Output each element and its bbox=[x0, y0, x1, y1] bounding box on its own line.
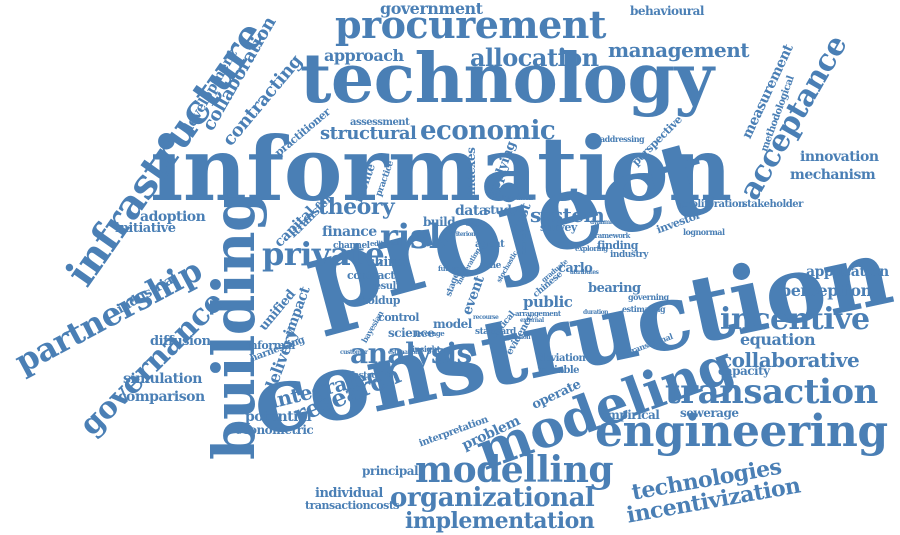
cloud-word-capacity: capacity bbox=[718, 364, 770, 378]
cloud-word-channel: channel bbox=[333, 241, 370, 251]
cloud-word-governing: governing bbox=[628, 292, 669, 302]
cloud-word-economic: economic bbox=[420, 116, 556, 146]
cloud-word-duration: duration bbox=[583, 309, 609, 316]
cloud-word-allocation: allocation bbox=[470, 43, 599, 72]
cloud-word-supply: supply bbox=[466, 221, 485, 228]
cloud-word-indexes: indexes bbox=[464, 147, 478, 195]
cloud-word-survey: survey bbox=[540, 221, 577, 234]
cloud-word-risk: risk bbox=[380, 217, 452, 257]
cloud-word-time: time bbox=[480, 261, 501, 271]
cloud-word-control: control bbox=[378, 311, 419, 324]
cloud-word-estimating: estimating bbox=[622, 304, 666, 314]
cloud-word-adoption: adoption bbox=[140, 209, 206, 225]
cloud-word-science: science bbox=[388, 326, 435, 340]
cloud-word-arrangement: arrangement bbox=[515, 309, 561, 318]
cloud-word-theory: theory bbox=[318, 194, 395, 220]
cloud-word-future: future bbox=[438, 264, 460, 273]
cloud-word-transactioncosts: transactioncosts bbox=[305, 499, 400, 512]
cloud-word-principal: principal bbox=[362, 464, 419, 478]
cloud-word-estimation: estimation bbox=[388, 349, 419, 356]
cloud-word-hypothesis: hypothesis bbox=[502, 195, 534, 202]
cloud-word-organizational: organizational bbox=[390, 483, 595, 513]
cloud-word-finance: finance bbox=[322, 224, 377, 240]
cloud-word-contract: contract bbox=[347, 269, 395, 282]
cloud-word-modelling: modelling bbox=[415, 449, 614, 491]
cloud-word-mechanism: mechanism bbox=[790, 167, 876, 183]
cloud-word-sewerage: sewerage bbox=[680, 406, 739, 420]
cloud-word-private: private bbox=[262, 235, 385, 273]
cloud-word-procurement: procurement bbox=[335, 2, 606, 47]
cloud-word-individual: individual bbox=[315, 486, 383, 501]
cloud-word-regulation: regulation bbox=[500, 334, 531, 341]
cloud-word-application: application bbox=[806, 264, 889, 280]
cloud-word-structural: structural bbox=[320, 123, 417, 144]
cloud-word-transaction: transaction bbox=[665, 372, 878, 412]
cloud-word-model: model bbox=[433, 317, 472, 331]
cloud-word-editorial: editorial bbox=[370, 239, 399, 248]
cloud-word-perception: perception bbox=[780, 281, 872, 300]
cloud-word-study: study bbox=[484, 203, 518, 217]
cloud-word-insight: insight bbox=[412, 344, 441, 354]
cloud-word-framework: framework bbox=[592, 231, 630, 240]
cloud-word-criterion: criterion bbox=[450, 231, 476, 238]
cloud-word-stakeholder: stakeholder bbox=[742, 199, 803, 210]
cloud-word-leverage: leverage bbox=[415, 329, 445, 338]
cloud-word-information: information bbox=[150, 117, 732, 221]
cloud-word-innovation: innovation bbox=[800, 149, 879, 165]
cloud-word-diffusion: diffusion bbox=[150, 334, 211, 349]
cloud-word-result: result bbox=[370, 281, 400, 292]
cloud-word-government: government bbox=[380, 0, 483, 18]
cloud-word-equation: equation bbox=[740, 330, 816, 349]
cloud-word-variable: variable bbox=[538, 365, 580, 376]
cloud-word-public: public bbox=[523, 293, 573, 311]
cloud-word-system: system bbox=[530, 203, 605, 227]
cloud-word-proliferation: proliferation bbox=[680, 199, 745, 210]
cloud-word-engineering: engineering bbox=[595, 406, 888, 457]
cloud-word-implementation: implementation bbox=[405, 508, 595, 534]
cloud-word-industry: industry bbox=[610, 250, 649, 260]
cloud-word-data: data bbox=[455, 203, 488, 219]
cloud-word-cooperation: cooperation bbox=[519, 213, 528, 255]
cloud-word-econometric: econometric bbox=[235, 423, 314, 437]
cloud-word-recourse: recourse bbox=[473, 314, 499, 321]
cloud-word-bearing: bearing bbox=[588, 281, 641, 296]
cloud-word-informal: informal bbox=[246, 339, 296, 352]
cloud-word-customer: customer bbox=[340, 349, 368, 356]
cloud-word-simulation: simulation bbox=[123, 371, 202, 387]
cloud-word-lognormal: lognormal bbox=[683, 227, 725, 237]
cloud-word-carlo: carlo bbox=[558, 261, 593, 276]
cloud-word-dynamic: dynamic bbox=[590, 219, 615, 226]
cloud-word-assessment: assessment bbox=[350, 117, 410, 128]
cloud-word-incentive: incentive bbox=[720, 302, 870, 337]
cloud-word-deviation: deviation bbox=[538, 353, 586, 364]
cloud-word-external: external bbox=[520, 317, 544, 324]
cloud-word-analysis: analysis bbox=[350, 337, 472, 370]
cloud-word-addressing: addressing bbox=[600, 134, 645, 144]
cloud-word-collaborative: collaborative bbox=[720, 348, 860, 372]
cloud-word-potential: potential bbox=[245, 409, 312, 425]
cloud-word-holdup: holdup bbox=[360, 294, 400, 307]
cloud-word-exploring: exploring bbox=[575, 244, 608, 253]
cloud-word-finding: finding bbox=[597, 239, 638, 252]
cloud-word-attributes: attributes bbox=[570, 269, 599, 276]
cloud-word-initiative: initiative bbox=[115, 221, 176, 236]
cloud-word-china: china bbox=[367, 255, 405, 270]
cloud-word-approach: approach bbox=[324, 46, 404, 65]
cloud-word-festschrift: festschrift bbox=[350, 371, 397, 381]
cloud-word-standard: standard bbox=[475, 327, 516, 337]
cloud-word-comparison: comparison bbox=[118, 389, 205, 405]
cloud-word-empirical: empirical bbox=[600, 408, 660, 422]
cloud-word-technology: technology bbox=[300, 39, 714, 119]
cloud-word-agent: agent bbox=[475, 239, 505, 250]
cloud-word-behavioural: behavioural bbox=[630, 4, 704, 18]
cloud-word-build: build bbox=[423, 215, 456, 229]
cloud-word-management: management bbox=[608, 38, 750, 62]
